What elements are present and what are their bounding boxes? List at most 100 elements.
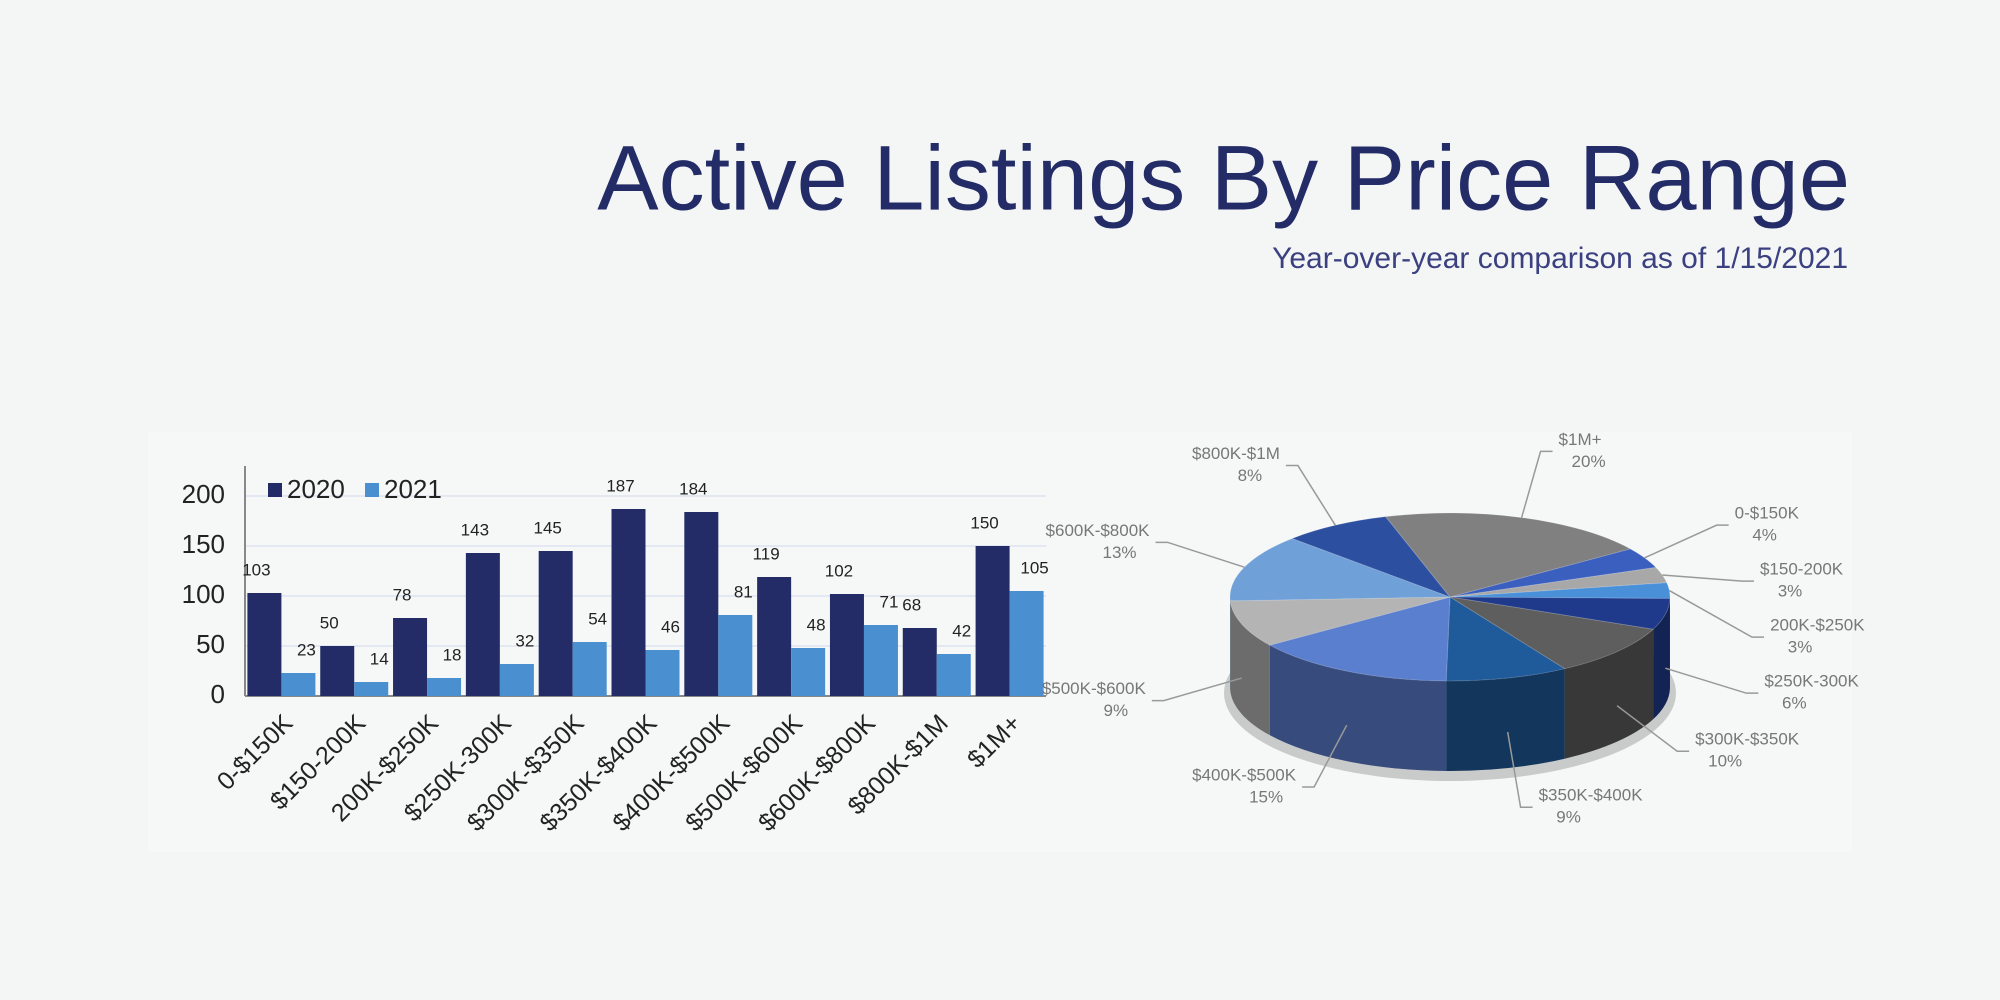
- leader-line: [1665, 667, 1759, 694]
- data-label: 102: [825, 561, 853, 580]
- data-label: 71: [879, 592, 898, 611]
- slice-side: [1564, 629, 1654, 759]
- leader-line: [1506, 731, 1533, 808]
- slice-label: 0-$150K: [1735, 504, 1800, 523]
- subtitle: Year-over-year comparison as of 1/15/202…: [1272, 242, 1848, 275]
- leader-line: [1644, 524, 1729, 559]
- slice-percent: 6%: [1782, 694, 1807, 713]
- bar: [684, 512, 719, 696]
- slice: [1268, 596, 1451, 682]
- slice-percent: 8%: [1238, 466, 1263, 485]
- data-label: 119: [753, 544, 780, 563]
- leader-line: [1520, 450, 1553, 518]
- bar: [645, 650, 680, 696]
- leader-line: [1616, 705, 1690, 752]
- slice-label: $300K-$350K: [1695, 730, 1800, 749]
- bar: [427, 678, 462, 696]
- bar: [975, 546, 1010, 696]
- data-label: 184: [679, 479, 707, 498]
- legend-swatch: [268, 483, 282, 497]
- slice-label: $150-200K: [1760, 560, 1844, 579]
- bar: [465, 553, 500, 696]
- bar: [611, 509, 646, 696]
- data-label: 14: [370, 649, 389, 668]
- slice-side: [1446, 668, 1565, 771]
- slice-percent: 10%: [1708, 752, 1742, 771]
- slice-label: $600K-$800K: [1046, 521, 1151, 540]
- slice-label: 200K-$250K: [1770, 616, 1865, 635]
- data-label: 150: [970, 513, 998, 532]
- legend-label: 2021: [384, 474, 442, 504]
- slice: [1229, 596, 1451, 646]
- leader-line: [1151, 677, 1242, 702]
- slice-side: [1269, 645, 1447, 771]
- y-tick-label: 200: [182, 479, 225, 509]
- y-tick-label: 100: [182, 579, 225, 609]
- slice: [1229, 537, 1451, 602]
- data-label: 42: [952, 621, 971, 640]
- bar: [320, 646, 355, 696]
- bar: [791, 648, 826, 696]
- data-label: 105: [1020, 558, 1048, 577]
- data-label: 50: [320, 613, 339, 632]
- data-label: 54: [588, 609, 607, 628]
- slice-percent: 9%: [1104, 701, 1129, 720]
- bar: [757, 577, 792, 696]
- data-label: 143: [461, 520, 489, 539]
- bar: [863, 625, 898, 696]
- bar: [281, 673, 316, 696]
- leader-line: [1155, 541, 1245, 568]
- bar: [499, 664, 534, 696]
- slice-label: $1M+: [1559, 430, 1602, 449]
- slice-label: $400K-$500K: [1192, 765, 1297, 784]
- leader-line: [1668, 589, 1765, 638]
- leader-line: [1285, 464, 1337, 526]
- slice-percent: 13%: [1103, 543, 1137, 562]
- slice-label: $500K-$600K: [1042, 679, 1147, 698]
- data-label: 18: [443, 645, 462, 664]
- slice: [1290, 516, 1452, 599]
- bar: [902, 628, 937, 696]
- slice-percent: 3%: [1788, 638, 1813, 657]
- bar: [718, 615, 753, 696]
- bar: [538, 551, 573, 696]
- bar: [572, 642, 607, 696]
- data-label: 48: [807, 615, 826, 634]
- slice-percent: 3%: [1778, 582, 1803, 601]
- data-label: 78: [393, 585, 412, 604]
- slice: [1449, 566, 1668, 598]
- slice-side: [1653, 598, 1670, 720]
- slice-percent: 15%: [1249, 787, 1283, 806]
- slice-label: $800K-$1M: [1192, 444, 1280, 463]
- slice-percent: 20%: [1572, 452, 1606, 471]
- bar: [1009, 591, 1044, 696]
- bar: [247, 593, 282, 696]
- slice-percent: 9%: [1556, 808, 1581, 827]
- data-label: 145: [533, 518, 561, 537]
- bar: [393, 618, 428, 696]
- title: Active Listings By Price Range: [597, 127, 1850, 229]
- data-label: 81: [734, 582, 753, 601]
- data-label: 32: [515, 631, 534, 650]
- data-label: 46: [661, 617, 680, 636]
- slice-label: $350K-$400K: [1539, 786, 1644, 805]
- y-tick-label: 150: [182, 529, 225, 559]
- legend-swatch: [365, 483, 379, 497]
- slice: [1445, 596, 1566, 682]
- slice: [1449, 596, 1655, 670]
- y-tick-label: 0: [211, 679, 225, 709]
- leader-line: [1662, 574, 1754, 582]
- y-tick-label: 50: [196, 629, 225, 659]
- data-label: 68: [902, 595, 921, 614]
- data-label: 23: [297, 640, 316, 659]
- bar: [354, 682, 389, 696]
- data-label: 103: [242, 560, 270, 579]
- slice: [1449, 548, 1657, 598]
- legend-label: 2020: [287, 474, 345, 504]
- leader-line: [1302, 724, 1348, 788]
- slice-percent: 4%: [1752, 526, 1777, 545]
- slice: [1384, 512, 1632, 598]
- data-label: 187: [606, 476, 634, 495]
